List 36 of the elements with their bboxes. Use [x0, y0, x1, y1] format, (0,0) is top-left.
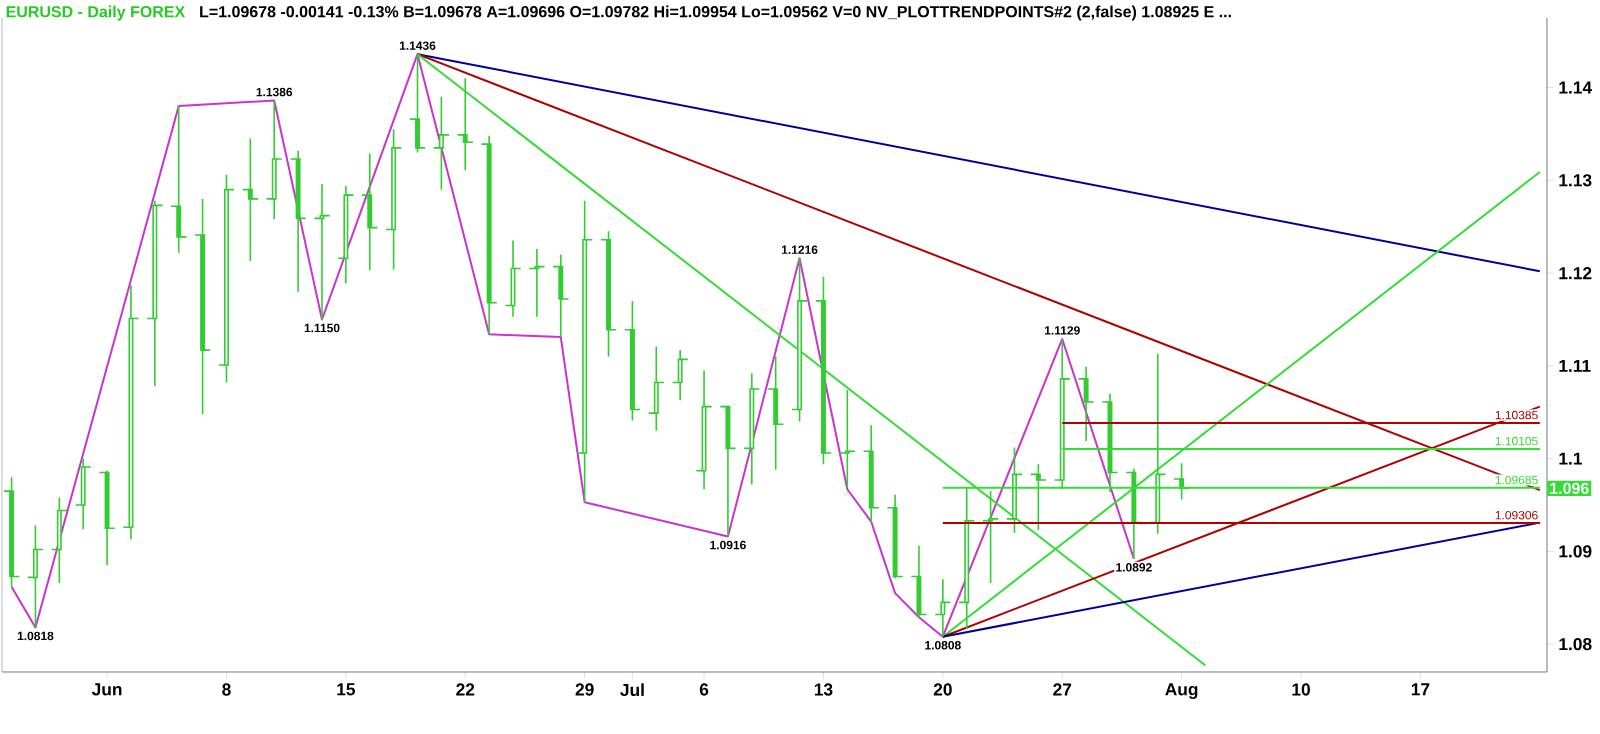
data-label: 1.1386	[256, 87, 293, 97]
y-tick-label: 1.1	[1559, 452, 1582, 465]
data-label: 1.1129	[1044, 326, 1080, 335]
y-tick-label: 1.11	[1559, 359, 1591, 372]
data-label: 1.1216	[781, 245, 818, 254]
data-label: 1.0818	[17, 631, 54, 641]
x-tick-label: 20	[933, 683, 952, 696]
x-tick-label: 29	[575, 683, 594, 696]
x-tick-label: Jul	[620, 683, 644, 697]
series-label: 1.09306	[1495, 510, 1538, 520]
series-label: 1.10385	[1495, 410, 1538, 420]
x-tick-label: 6	[699, 683, 709, 696]
data-label: 1.0808	[925, 640, 961, 650]
x-tick-label: Aug	[1165, 683, 1198, 699]
y-tick-label: 1.12	[1559, 267, 1592, 280]
x-tick-label: 10	[1292, 683, 1310, 696]
x-tick-label: 27	[1053, 683, 1072, 696]
x-tick-label: 15	[337, 683, 356, 696]
y-tick-label: 1.13	[1559, 174, 1592, 187]
legend-label: 1.09685	[1495, 475, 1538, 485]
text: 1.096	[1550, 482, 1589, 494]
x-tick-label: 22	[456, 683, 475, 696]
y-tick-label: 1.09	[1559, 545, 1592, 558]
data-label: 1.1436	[399, 41, 436, 50]
y-tick-label: 1.08	[1559, 638, 1592, 651]
x-tick-label: 8	[222, 683, 231, 696]
x-tick-label: 13	[814, 683, 833, 696]
data-label: 1.0916	[710, 540, 746, 550]
x-tick-label: Jun	[91, 683, 122, 696]
y-tick-label: 1.14	[1559, 81, 1592, 94]
data-label: 1.0892	[1116, 563, 1152, 572]
x-tick-label: 17	[1411, 683, 1430, 696]
data-label: 1.1150	[304, 323, 340, 333]
chart-subtitle: L=1.09678 -0.00141 -0.13% B=1.09678 A=1.09696 O=1.09782 Hi=1.09954 Lo=1.09562 V=0 NV_PLOTTRENDPOINTS#2 (2,false) 1.08925 E ...	[200, 5, 1231, 21]
chart-title: EURUSD - Daily FOREX	[6, 5, 186, 21]
series-label: 1.10105	[1495, 436, 1538, 446]
